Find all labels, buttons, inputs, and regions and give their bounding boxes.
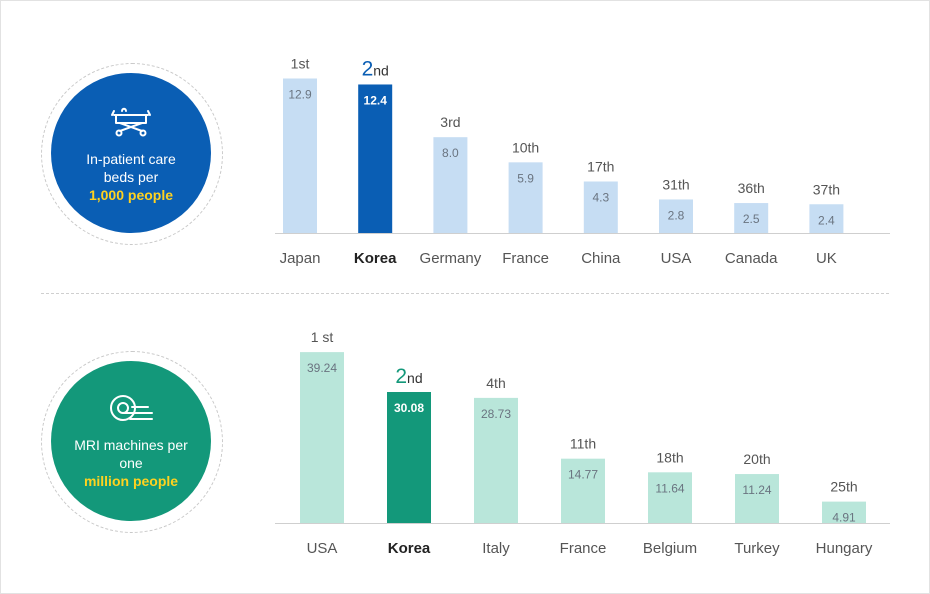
beds-value-label: 2.8 xyxy=(668,208,685,222)
mri-value-label: 11.64 xyxy=(655,481,684,495)
beds-rank-label: 3rd xyxy=(440,114,460,130)
beds-value-label: 8.0 xyxy=(442,146,459,160)
mri-bar-france xyxy=(561,458,605,523)
beds-rank-label: 31th xyxy=(662,176,689,192)
beds-category-label: Korea xyxy=(354,250,397,267)
hospital-bed-icon xyxy=(110,103,152,142)
mri-value-label: 4.91 xyxy=(832,511,856,525)
beds-category-label: USA xyxy=(661,250,692,267)
beds-category-label: Germany xyxy=(420,250,482,267)
beds-circle-ring xyxy=(41,63,223,245)
mri-category-label: Italy xyxy=(482,540,510,557)
mri-value-label: 28.73 xyxy=(481,407,511,421)
mri-value-label: 39.24 xyxy=(307,361,337,375)
beds-value-label: 4.3 xyxy=(592,190,609,204)
beds-caption-line2: beds per xyxy=(103,168,159,185)
mri-rank-label: 25th xyxy=(830,479,857,495)
beds-value-label: 2.4 xyxy=(818,213,835,227)
beds-rank-label: 17th xyxy=(587,158,614,174)
mri-caption-line1: MRI machines per xyxy=(74,436,188,453)
mri-circle: MRI machines per one million people xyxy=(51,361,211,521)
mri-rank-label: 20th xyxy=(743,451,770,467)
mri-value-label: 11.24 xyxy=(742,483,771,497)
beds-bar-japan xyxy=(283,78,317,234)
beds-caption-highlight: 1,000 people xyxy=(88,186,174,203)
mri-caption-highlight: million people xyxy=(83,472,179,489)
mri-bar-belgium xyxy=(648,472,692,523)
mri-category-label: USA xyxy=(307,540,338,557)
beds-rank-label-highlight: 2nd xyxy=(362,57,389,80)
mri-value-label: 30.08 xyxy=(394,401,424,415)
mri-category-label: Turkey xyxy=(734,540,780,557)
mri-scanner-icon xyxy=(108,393,154,428)
beds-value-label: 5.9 xyxy=(517,171,534,185)
section-divider xyxy=(41,293,889,294)
mri-value-label: 14.77 xyxy=(568,468,598,482)
mri-rank-label: 4th xyxy=(486,375,505,391)
beds-caption-line1: In-patient care xyxy=(86,150,176,167)
mri-bar-turkey xyxy=(735,474,779,523)
beds-bar-china xyxy=(583,181,618,233)
mri-bar-hungary xyxy=(822,501,866,523)
mri-rank-label-highlight: 2nd xyxy=(395,365,422,388)
beds-value-label: 12.4 xyxy=(364,93,388,107)
beds-bar-uk xyxy=(809,204,844,233)
beds-circle: In-patient care beds per 1,000 people xyxy=(51,73,211,233)
mri-bar-korea xyxy=(387,392,431,523)
mri-rank-label: 1 st xyxy=(311,329,334,345)
mri-rank-label: 11th xyxy=(570,436,596,452)
beds-rank-label: 37th xyxy=(813,181,840,197)
mri-category-label: Belgium xyxy=(643,540,697,557)
beds-bar-germany xyxy=(433,137,468,233)
beds-category-label: Canada xyxy=(725,250,778,267)
beds-category-label: France xyxy=(502,250,549,267)
beds-rank-label: 1st xyxy=(291,55,310,71)
mri-bar-italy xyxy=(474,397,518,523)
mri-circle-ring xyxy=(41,351,223,533)
mri-category-label: France xyxy=(560,540,607,557)
beds-bar-canada xyxy=(734,203,769,233)
mri-rank-label: 18th xyxy=(656,449,683,465)
beds-bar-france xyxy=(508,162,543,233)
mri-bar-usa xyxy=(300,352,344,523)
beds-bar-usa xyxy=(659,199,693,233)
beds-category-label: UK xyxy=(816,250,837,267)
mri-caption-line2: one xyxy=(119,454,143,471)
mri-category-label: Korea xyxy=(388,540,431,557)
beds-category-label: China xyxy=(581,250,621,267)
beds-rank-label: 36th xyxy=(738,180,765,196)
beds-value-label: 2.5 xyxy=(743,212,760,226)
beds-bar-korea xyxy=(358,84,393,233)
mri-category-label: Hungary xyxy=(816,540,873,557)
beds-category-label: Japan xyxy=(280,250,321,267)
beds-rank-label: 10th xyxy=(512,139,539,155)
beds-value-label: 12.9 xyxy=(288,87,312,101)
